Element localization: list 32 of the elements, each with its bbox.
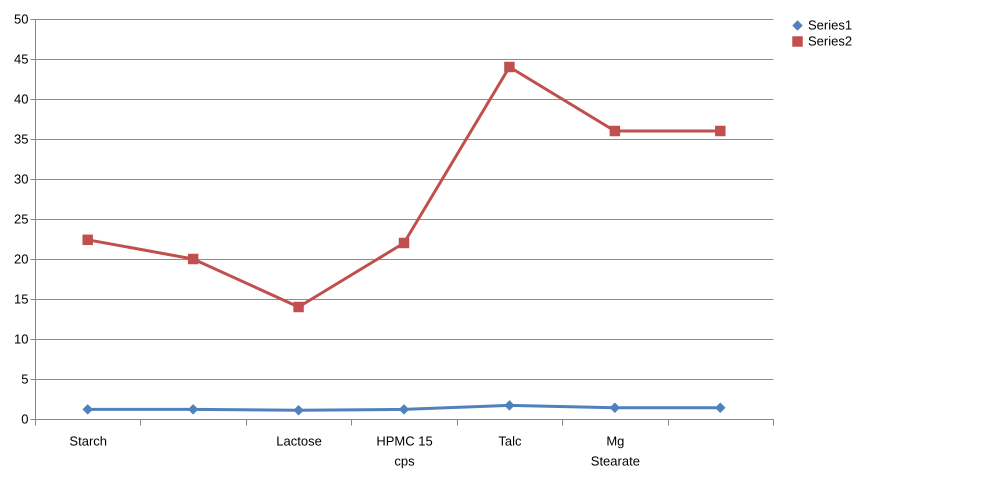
x-tick-label: Lactose: [276, 434, 322, 448]
point: [188, 254, 198, 264]
y-tick-label: 10: [14, 332, 28, 346]
legend-label: Series1: [808, 18, 852, 32]
x-tick-label: Starch: [69, 434, 108, 448]
legend-label: Series2: [808, 34, 852, 48]
point: [504, 400, 515, 411]
point: [82, 234, 93, 246]
y-tick-label: 30: [14, 172, 28, 186]
y-tick-label: 25: [14, 212, 28, 226]
y-tick-label: 5: [21, 372, 28, 386]
point: [715, 126, 726, 136]
y-tick-label: 45: [14, 52, 28, 66]
point: [610, 402, 620, 414]
x-tick-label: HPMC 15 cps: [376, 434, 433, 468]
point: [610, 126, 620, 136]
y-tick-label: 50: [14, 12, 28, 26]
point: [504, 62, 515, 72]
point: [293, 404, 304, 416]
y-tick-label: 35: [14, 132, 28, 146]
point: [715, 402, 726, 414]
point: [398, 238, 410, 248]
point: [293, 302, 304, 312]
point: [82, 404, 93, 415]
x-tick-label: Mg Stearate: [590, 434, 640, 468]
y-tick-label: 15: [14, 292, 28, 306]
y-tick-label: 40: [14, 92, 28, 106]
y-tick-label: 20: [14, 252, 28, 266]
x-tick-label: Talc: [498, 434, 522, 448]
y-tick-label: 0: [21, 412, 28, 426]
point: [188, 404, 198, 415]
point: [398, 404, 410, 415]
